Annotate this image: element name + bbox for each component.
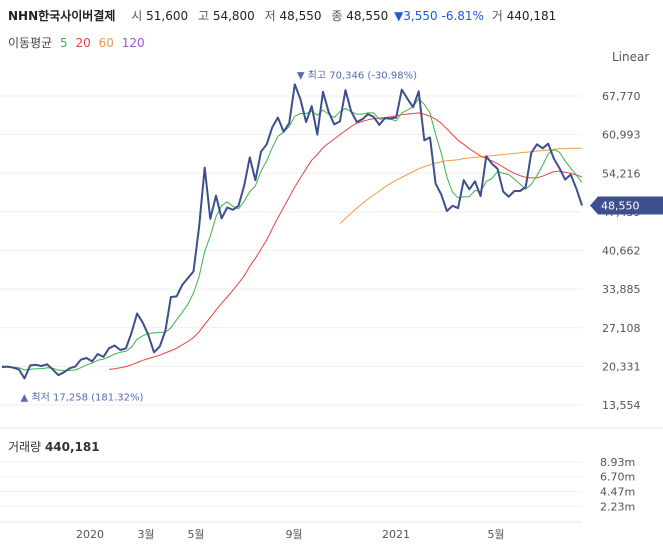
y-tick-label: 13,554 [602, 399, 641, 412]
close-label: 종 [331, 9, 343, 23]
x-tick-label: 2020 [76, 528, 104, 541]
x-tick-label: 3월 [137, 528, 154, 541]
volume-label: 거 [491, 9, 503, 23]
ma60-legend-item[interactable]: 60 [98, 36, 114, 50]
ma-legend-label: 이동평균 [8, 36, 53, 50]
price-header: NHN한국사이버결제 시 51,600 고 54,800 저 48,550 종 … [8, 7, 558, 24]
volume-tick-label: 8.93m [600, 456, 635, 469]
ma-legend[interactable]: 이동평균 5 20 60 120 [8, 34, 149, 51]
change-value: 3,550 [403, 9, 438, 23]
high-label: 고 [197, 9, 209, 23]
ma20-line [108, 112, 583, 370]
y-tick-label: 54,216 [602, 167, 641, 180]
ma5-legend-item[interactable]: 5 [60, 36, 68, 50]
x-tick-label: 5월 [187, 528, 204, 541]
y-tick-label: 27,108 [602, 322, 641, 335]
scale-toggle[interactable]: Linear [612, 50, 650, 64]
volume-panel-label: 거래량 [8, 440, 42, 454]
y-tick-label: 67,770 [602, 90, 641, 103]
change-arrow-icon: ▼ [394, 9, 404, 23]
volume-tick-label: 2.23m [600, 500, 635, 513]
stock-name: NHN한국사이버결제 [8, 9, 116, 23]
ma20-legend-item[interactable]: 20 [75, 36, 91, 50]
volume-value: 440,181 [506, 9, 557, 23]
volume-panel-title: 거래량 440,181 [8, 438, 100, 455]
x-tick-label: 9월 [285, 528, 302, 541]
y-tick-label: 40,662 [602, 245, 641, 258]
volume-tick-label: 6.70m [600, 471, 635, 484]
current-price-tag-label: 48,550 [601, 200, 640, 213]
ma120-legend-item[interactable]: 120 [121, 36, 145, 50]
y-tick-label: 33,885 [602, 283, 641, 296]
max-price-annotation: ▼ 최고 70,346 (-30.98%) [297, 69, 417, 81]
x-tick-label: 2021 [382, 528, 410, 541]
open-label: 시 [131, 9, 143, 23]
y-tick-label: 60,993 [602, 129, 641, 142]
low-value: 48,550 [279, 9, 322, 23]
low-label: 저 [264, 9, 276, 23]
min-price-annotation: ▲ 최저 17,258 (181.32%) [21, 392, 144, 404]
ma5-line [1, 98, 583, 371]
high-value: 54,800 [212, 9, 255, 23]
price-line [1, 83, 583, 380]
volume-tick-label: 4.47m [600, 485, 635, 498]
y-tick-label: 20,331 [602, 360, 641, 373]
volume-panel-value: 440,181 [44, 440, 100, 454]
change-percent: -6.81% [441, 9, 484, 23]
x-tick-label: 5월 [487, 528, 504, 541]
ma60-line [339, 147, 582, 224]
open-value: 51,600 [146, 9, 189, 23]
close-value: 48,550 [346, 9, 389, 23]
current-price-tag [590, 196, 663, 215]
